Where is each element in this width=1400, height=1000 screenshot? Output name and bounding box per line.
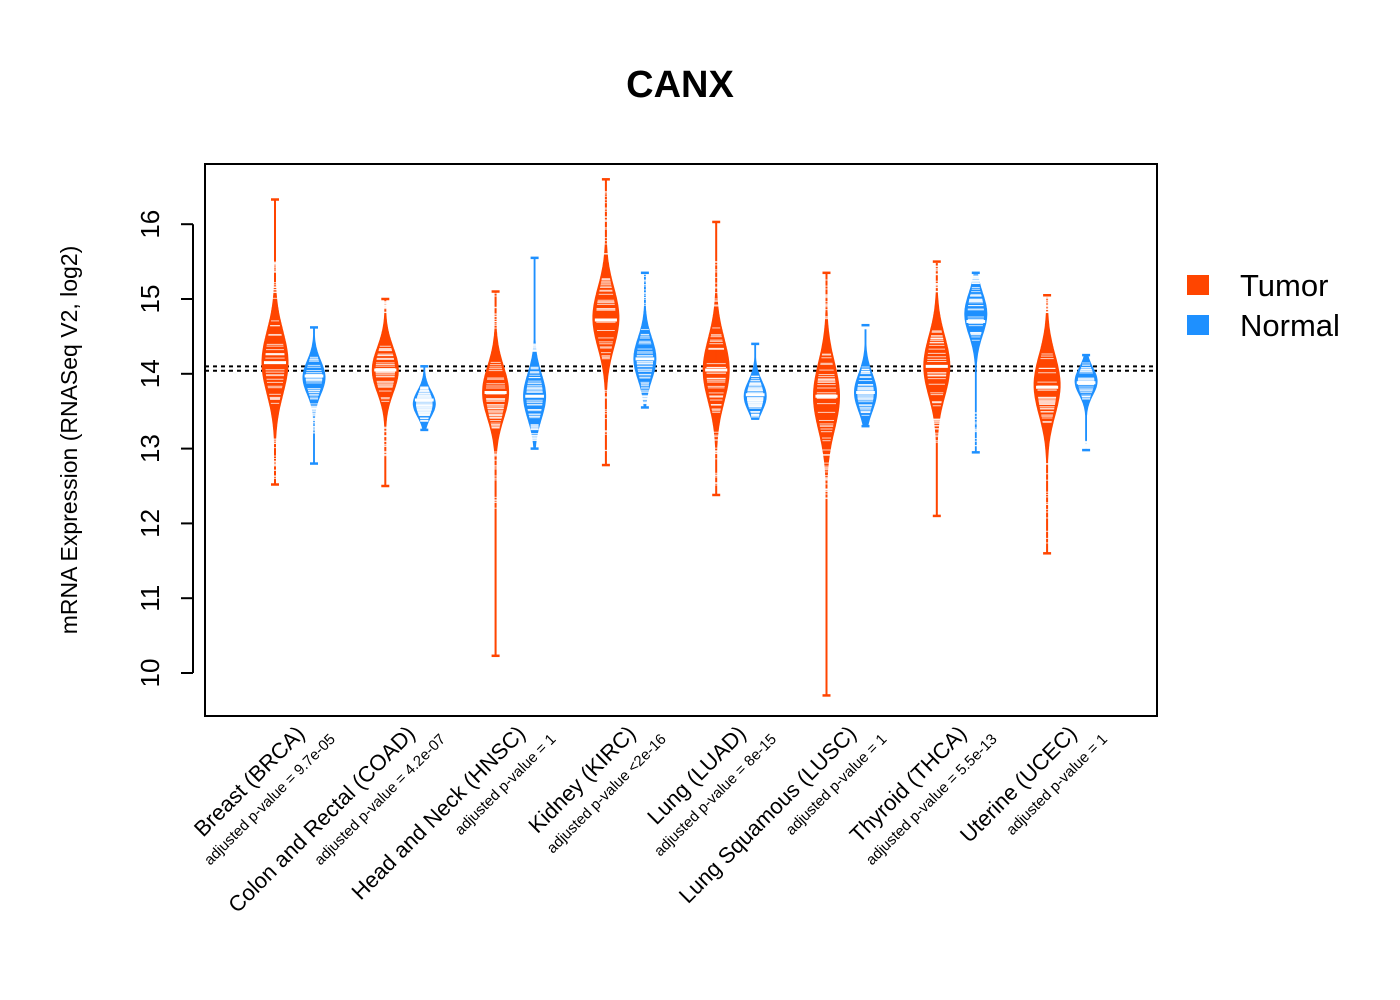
normal-bean bbox=[1074, 353, 1098, 452]
tumor-bean bbox=[1033, 294, 1061, 555]
beans-group bbox=[261, 178, 1098, 697]
y-tick-label: 14 bbox=[135, 359, 165, 388]
tumor-bean bbox=[813, 271, 840, 697]
y-tick-label: 10 bbox=[135, 659, 165, 688]
chart-title: CANX bbox=[626, 64, 734, 106]
category-4 bbox=[702, 220, 767, 497]
y-tick-label: 15 bbox=[135, 285, 165, 314]
legend: Tumor Normal bbox=[1187, 268, 1340, 343]
category-0 bbox=[261, 198, 326, 486]
tumor-bean bbox=[702, 220, 730, 497]
legend-swatch bbox=[1187, 315, 1209, 335]
x-axis-labels: Breast (BRCA)adjusted p-value = 9.7e-05C… bbox=[189, 721, 1111, 918]
normal-bean bbox=[412, 365, 436, 432]
normal-bean bbox=[523, 256, 547, 450]
reference-lines bbox=[205, 365, 1157, 372]
normal-bean bbox=[743, 342, 767, 420]
normal-bean bbox=[854, 323, 877, 428]
normal-bean bbox=[964, 271, 988, 454]
legend-swatch bbox=[1187, 275, 1209, 295]
category-7 bbox=[1033, 294, 1098, 555]
y-axis-label: mRNA Expression (RNASeq V2, log2) bbox=[56, 246, 82, 635]
tumor-bean bbox=[371, 297, 399, 488]
y-tick-label: 11 bbox=[135, 585, 165, 612]
tumor-bean bbox=[923, 260, 951, 518]
normal-bean bbox=[633, 271, 657, 409]
tumor-bean bbox=[592, 178, 620, 467]
y-tick-label: 16 bbox=[135, 210, 165, 239]
y-axis: 10 11 12 13 14 15 16 bbox=[135, 210, 194, 688]
legend-label: Normal bbox=[1240, 308, 1340, 343]
tumor-bean bbox=[261, 198, 289, 486]
y-tick-label: 12 bbox=[135, 509, 165, 538]
category-3 bbox=[592, 178, 657, 467]
plot-area-frame bbox=[204, 163, 1158, 717]
normal-bean bbox=[302, 326, 326, 465]
category-2 bbox=[482, 256, 547, 658]
tumor-bean bbox=[482, 290, 510, 658]
category-1 bbox=[371, 297, 436, 488]
category-5 bbox=[813, 271, 877, 697]
legend-label: Tumor bbox=[1240, 268, 1328, 303]
category-6 bbox=[923, 260, 988, 518]
y-tick-label: 13 bbox=[135, 434, 165, 463]
